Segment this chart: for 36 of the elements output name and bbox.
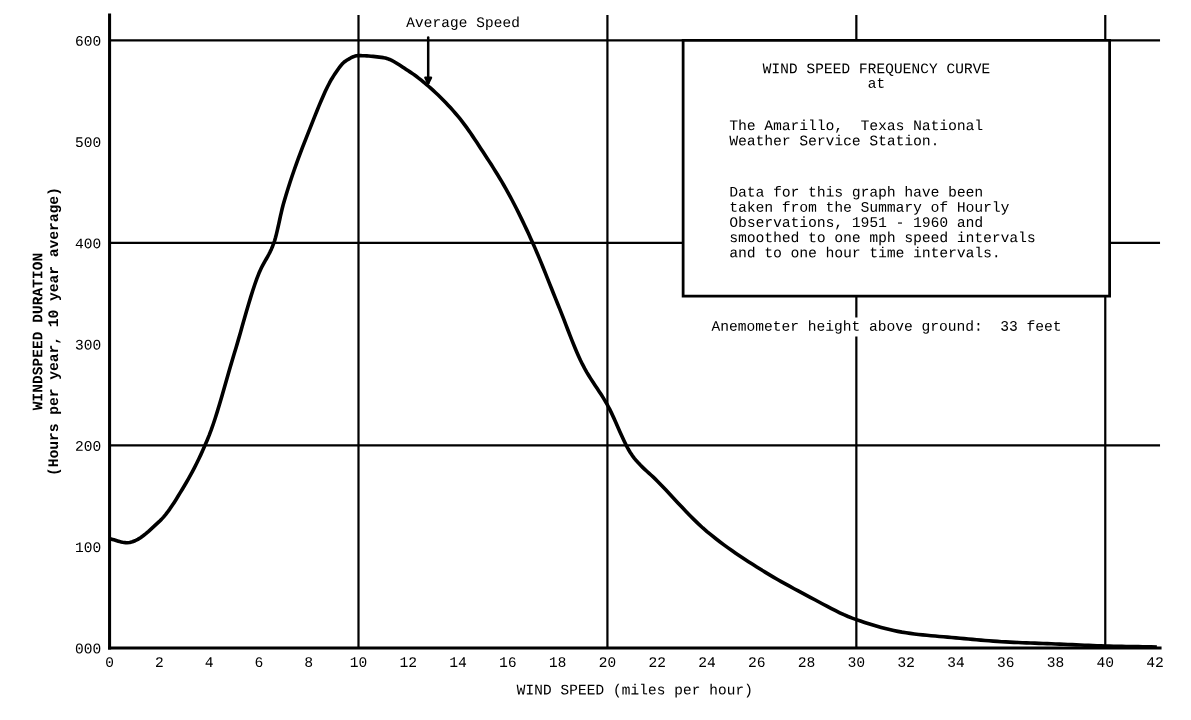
x-tick-label: 28 [798, 657, 815, 668]
x-tick-label: 18 [549, 657, 566, 668]
text: WIND SPEED FREQUENCY CURVE at [762, 63, 990, 88]
y-tick-label: 500 [75, 137, 101, 148]
annotation: Average Speed [406, 16, 519, 31]
x-tick-label: 34 [948, 657, 964, 668]
x-tick-label: 30 [848, 657, 865, 668]
x-tick-label: 20 [599, 657, 616, 668]
annotation: The Amarillo, Texas National Weather Service Station. [729, 119, 983, 146]
x-tick-label: 12 [400, 657, 416, 667]
x-tick-label: 40 [1097, 657, 1114, 668]
x-tick-label: 24 [699, 657, 715, 667]
x-tick-label: 38 [1047, 657, 1064, 668]
x-tick-label: 6 [255, 657, 263, 668]
y-axis-title: WINDSPEED DURATION (Hours per year, 10 year average) [32, 189, 62, 474]
annotation: Anemometer height above ground: 33 feet [711, 320, 1061, 334]
x-tick-label: 16 [500, 657, 516, 668]
x-tick-label: 4 [205, 657, 213, 667]
x-tick-label: 14 [450, 657, 467, 667]
x-tick-label: 32 [898, 657, 914, 668]
x-tick-label: 26 [749, 657, 765, 668]
annotation: Data for this graph have been taken from the Summary of Hourly Observations, 1951 - 1960 and smoothed to one mph speed intervals and to one hour time intervals. [730, 186, 1035, 258]
x-tick-label: 42 [1147, 657, 1163, 667]
x-tick-label: 10 [350, 657, 367, 668]
x-tick-label: 2 [156, 657, 163, 667]
y-tick-label: 300 [75, 339, 101, 350]
y-tick-label: 200 [76, 441, 101, 451]
y-tick-label: 600 [76, 35, 101, 46]
x-tick-label: 0 [106, 657, 114, 668]
y-tick-label: 400 [75, 238, 101, 249]
x-tick-label: 22 [649, 657, 665, 667]
x-tick-label: 36 [997, 657, 1014, 668]
y-tick-label: 000 [75, 643, 101, 654]
x-axis-title: WIND SPEED (miles per hour) [516, 683, 751, 698]
y-tick-label: 100 [76, 542, 101, 553]
x-tick-label: 8 [305, 657, 313, 668]
